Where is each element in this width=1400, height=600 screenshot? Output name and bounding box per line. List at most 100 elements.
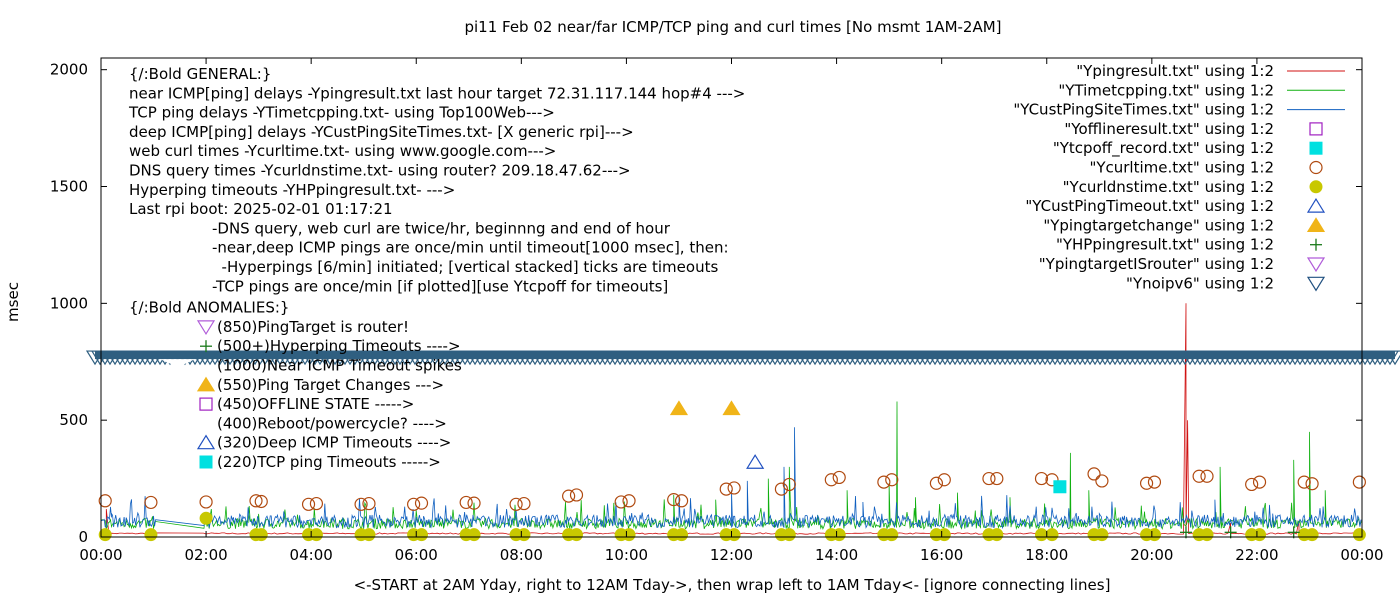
x-tick-label-1: 02:00 [184, 546, 227, 564]
curltime-point [354, 497, 368, 511]
x-tick-label-8: 16:00 [920, 546, 963, 564]
note-line-0: -DNS query, web curl are twice/hr, begin… [212, 219, 671, 237]
pingtargetchange-point [722, 400, 741, 416]
anomaly-label-2: (1000)Near ICMP Timeout spikes [217, 357, 462, 375]
curltime-point [929, 476, 944, 490]
legend-swatch-6 [1309, 180, 1323, 194]
legend-label-11: "Ynoipv6" using 1:2 [1126, 274, 1274, 292]
curltime-point [517, 496, 531, 511]
noipv6-band [95, 351, 1395, 360]
legend-swatch-5 [1309, 160, 1323, 175]
anomaly-label-5: (400)Reboot/powercycle? ----> [217, 414, 447, 432]
curltime-point [622, 494, 636, 508]
y-tick-label-0: 0 [78, 528, 88, 546]
curltime-point [1352, 475, 1366, 489]
dnstime-point [1045, 528, 1059, 542]
x-tick-label-10: 20:00 [1130, 546, 1173, 564]
anomaly-label-6: (320)Deep ICMP Timeouts ----> [217, 434, 451, 452]
legend-swatch-7 [1306, 197, 1326, 213]
legend-label-7: "YCustPingTimeout.txt" using 1:2 [1025, 197, 1274, 215]
annotation-line-7: Last rpi boot: 2025-02-01 01:17:21 [129, 200, 393, 218]
curltime-point [1192, 469, 1206, 483]
x-tick-label-3: 06:00 [395, 546, 438, 564]
annotation-line-4: web curl times -Ycurltime.txt- using www… [129, 142, 556, 160]
legend-label-8: "Ypingtargetchange" using 1:2 [1043, 216, 1274, 234]
curltime-point [199, 495, 213, 509]
chart-title: pi11 Feb 02 near/far ICMP/TCP ping and c… [464, 18, 1001, 36]
annotation-line-2: TCP ping delays -YTimetcpping.txt- using… [128, 104, 555, 122]
x-tick-label-2: 04:00 [290, 546, 333, 564]
annotation-line-1: near ICMP[ping] delays -Ypingresult.txt … [129, 84, 745, 102]
note-line-2: -Hyperpings [6/min] initiated; [vertical… [212, 258, 718, 276]
curltime-point [824, 473, 838, 487]
legend-swatch-8 [1306, 217, 1326, 232]
x-tick-label-4: 08:00 [500, 546, 543, 564]
dnstime-point [782, 528, 796, 542]
anomaly-label-7: (220)TCP ping Timeouts -----> [217, 453, 441, 471]
curltime-point [982, 471, 996, 486]
curltime-point [1095, 474, 1109, 488]
curltime-point [509, 497, 523, 511]
noipv6-gap [160, 359, 195, 368]
dnstime-point [675, 528, 689, 542]
curltime-point [407, 497, 421, 511]
curltime-point [467, 496, 481, 510]
x-tick-label-11: 22:00 [1235, 546, 1278, 564]
x-tick-label-5: 10:00 [605, 546, 648, 564]
curltime-point [1087, 467, 1101, 481]
dnstime-point [1305, 528, 1319, 542]
x-tick-label-0: 00:00 [79, 546, 122, 564]
x-tick-label-7: 14:00 [815, 546, 858, 564]
dnstime-point [309, 528, 323, 542]
legend-swatch-3 [1309, 122, 1323, 136]
legend-swatch-10 [1306, 257, 1326, 273]
curltime-point [562, 489, 576, 503]
x-tick-label-12: 00:00 [1340, 546, 1383, 564]
dnstime-point [415, 528, 429, 542]
legend-label-5: "Ycurltime.txt" using 1:2 [1089, 159, 1274, 177]
curltime-point [1034, 471, 1049, 486]
annotation-line-5: DNS query times -Ycurldnstime.txt- using… [129, 162, 631, 180]
anomalies-title: {/:Bold ANOMALIES:} [129, 299, 289, 317]
y-tick-label-2: 1000 [50, 294, 88, 312]
curltime-point [937, 473, 951, 487]
curltime-point [1147, 475, 1162, 489]
anomaly-marker-1 [200, 340, 212, 353]
anomaly-marker-7 [199, 455, 213, 469]
dnstime-point [144, 528, 158, 542]
tcpoff-point [1053, 480, 1067, 494]
anomaly-label-1: (500+)Hyperping Timeouts ----> [217, 337, 461, 355]
curltime-point [1245, 477, 1259, 492]
curltime-point [614, 495, 628, 509]
curltime-point [832, 470, 846, 485]
legend-label-3: "Yofflineresult.txt" using 1:2 [1064, 120, 1274, 138]
dnstime-point [199, 511, 213, 525]
curltime-point [1305, 477, 1319, 491]
anomaly-marker-0 [196, 320, 216, 336]
hyperping-point [1179, 526, 1192, 539]
dnstime-point [570, 528, 584, 542]
legend-label-6: "Ycurldnstime.txt" using 1:2 [1063, 178, 1274, 196]
curltime-point [667, 493, 681, 507]
curltime-point [362, 496, 376, 511]
curltime-point [885, 473, 899, 487]
anomaly-label-0: (850)PingTarget is router! [217, 318, 409, 336]
curltime-point [249, 494, 263, 508]
x-tick-label-6: 12:00 [710, 546, 753, 564]
note-line-3: -TCP pings are once/min [if plotted][use… [212, 277, 668, 295]
axis-layer: 00:00 02:00 04:00 06:00 08:00 10:00 12:00 14:00… [50, 58, 1384, 564]
legend-swatch-4 [1309, 141, 1323, 155]
annotation-line-0: {/:Bold GENERAL:} [129, 65, 271, 83]
curltime-point [1252, 475, 1267, 489]
curltime-point [414, 496, 429, 510]
anomaly-marker-6 [196, 434, 216, 450]
y-tick-label-4: 2000 [50, 61, 88, 79]
annotation-line-3: deep ICMP[ping] delays -YCustPingSiteTim… [129, 123, 634, 141]
annotation-layer: {/:Bold GENERAL:}near ICMP[ping] delays … [128, 65, 745, 471]
legend-swatch-11 [1306, 276, 1326, 292]
legend-label-2: "YCustPingSiteTimes.txt" using 1:2 [1013, 101, 1274, 119]
legend-label-0: "Ypingresult.txt" using 1:2 [1076, 62, 1274, 80]
dnstime-point [98, 528, 112, 542]
anomaly-label-4: (450)OFFLINE STATE -----> [217, 395, 414, 413]
curltime-point [459, 495, 473, 510]
